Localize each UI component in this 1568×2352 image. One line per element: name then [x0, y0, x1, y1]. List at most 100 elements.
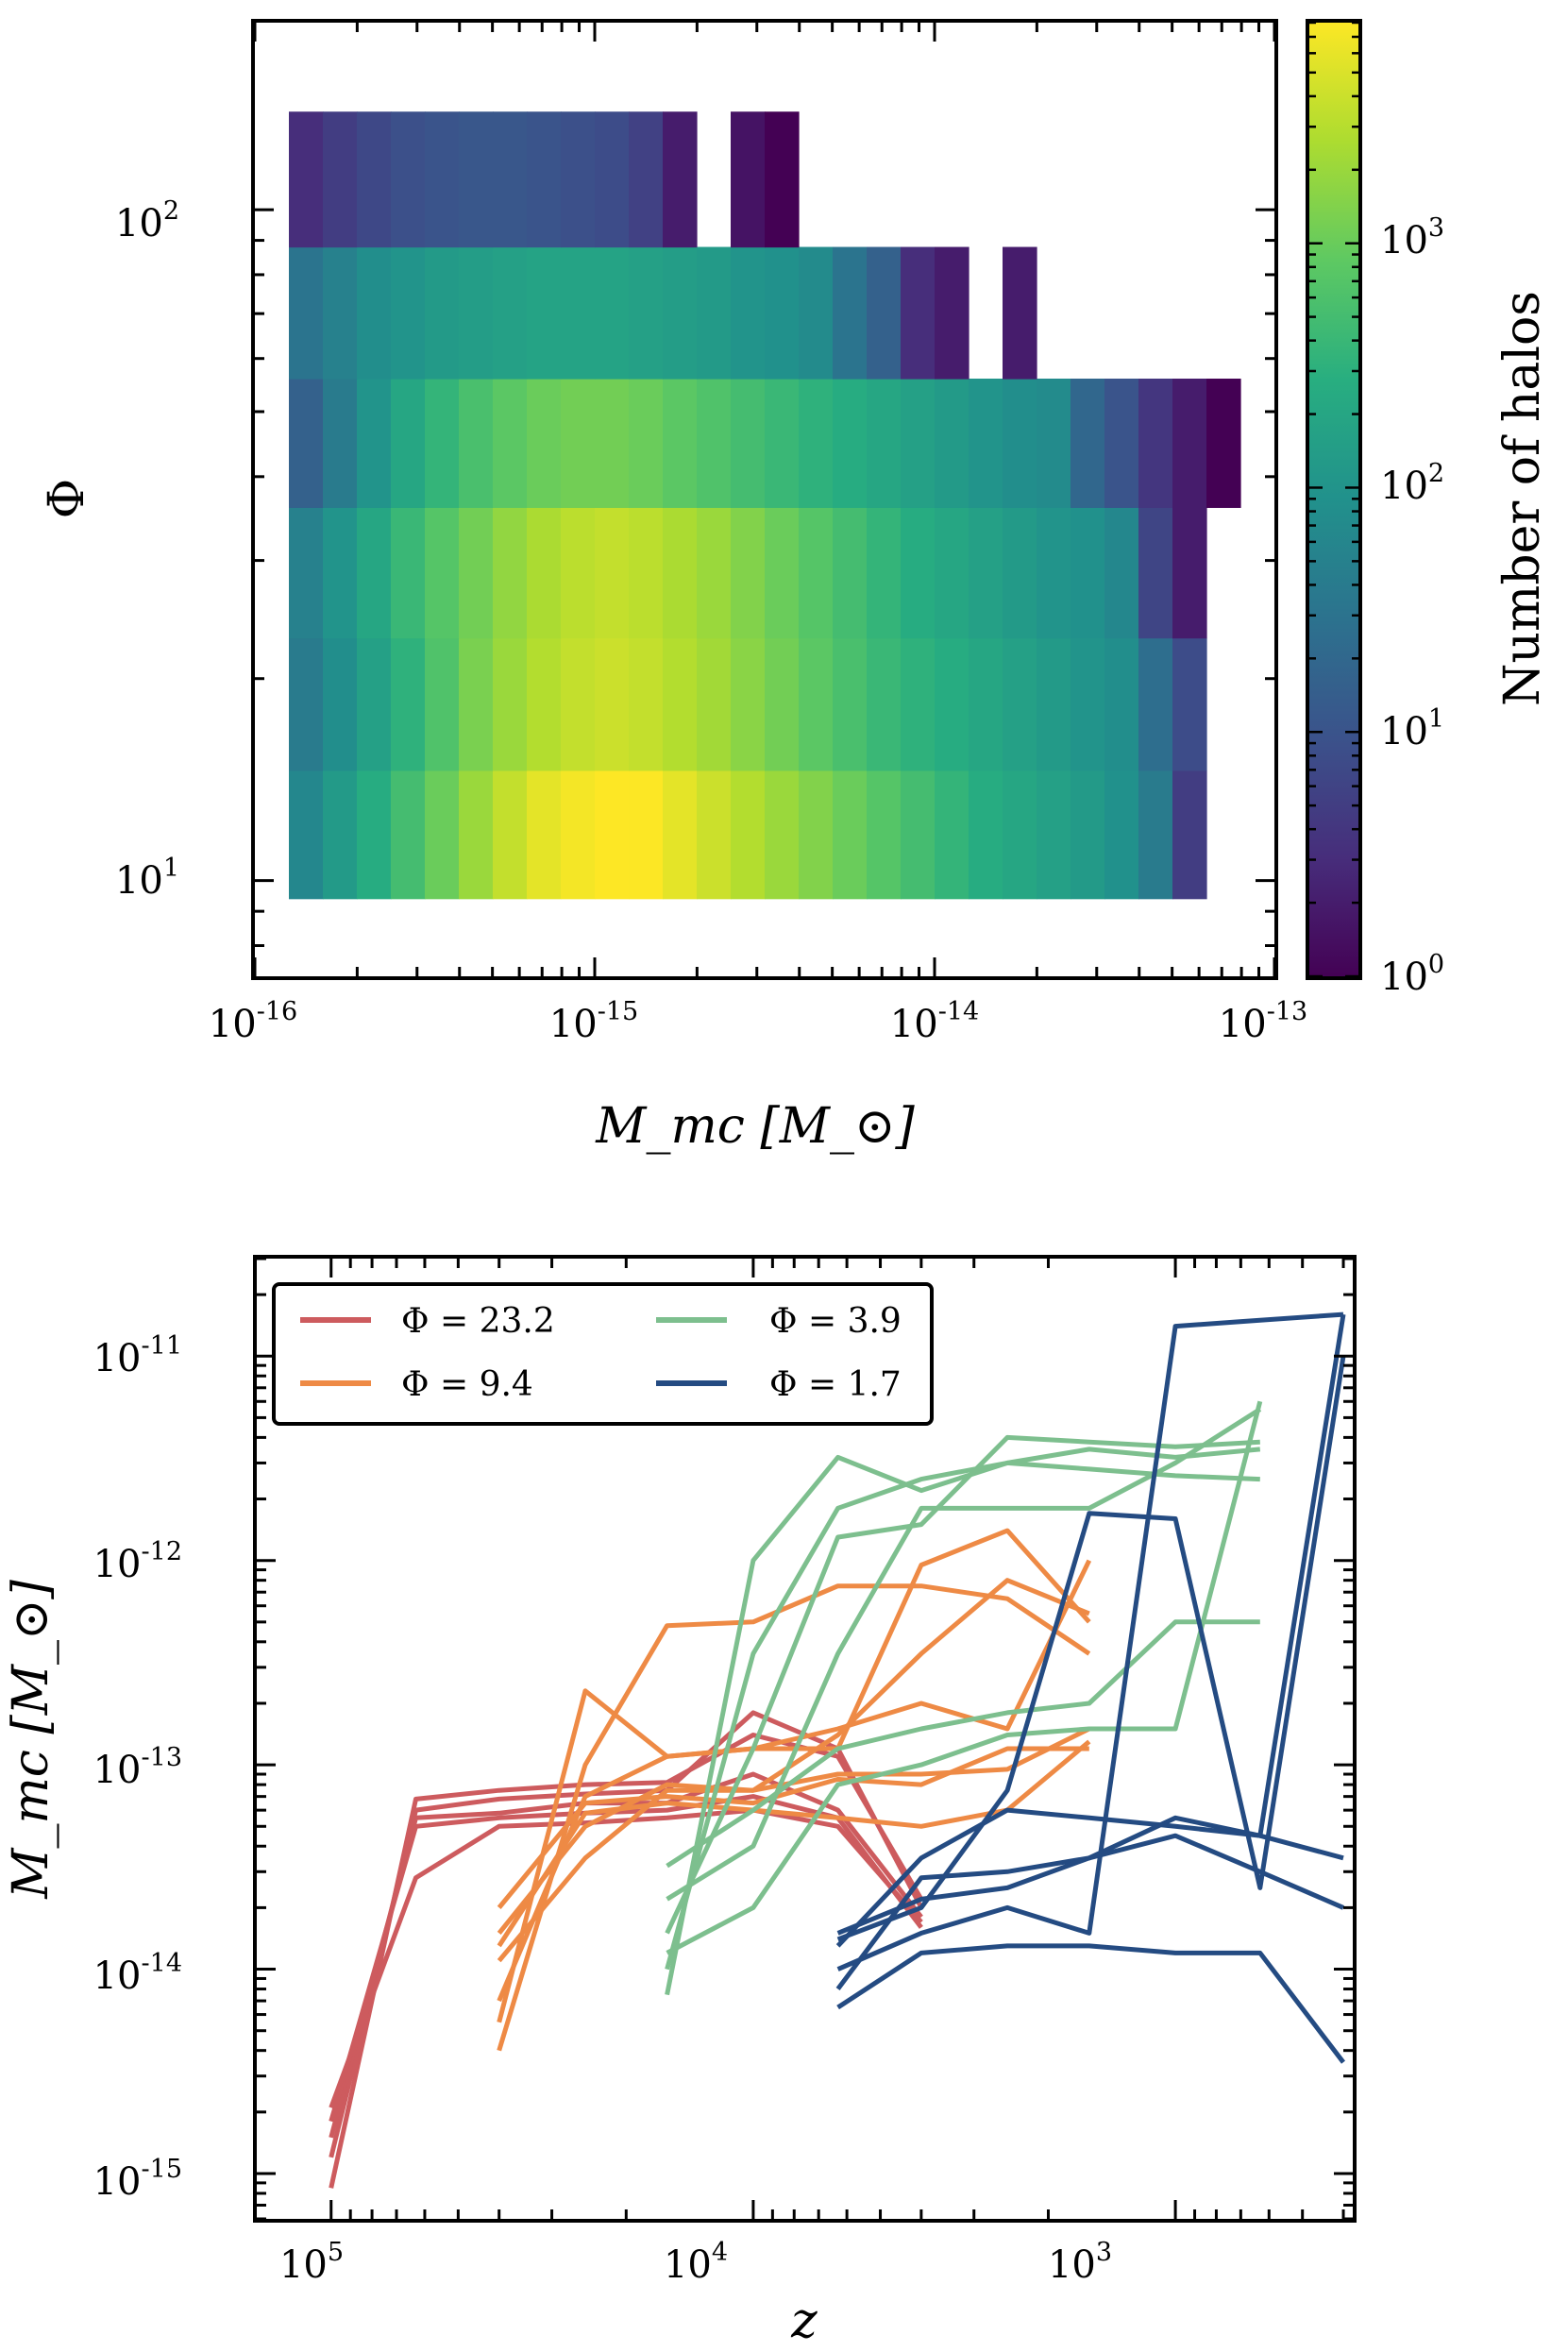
- heatmap-cell: [1037, 637, 1071, 771]
- series-line: [665, 1434, 1260, 1935]
- series-line: [497, 1578, 1090, 1963]
- heatmap-cell: [289, 246, 324, 380]
- heatmap-cell: [595, 246, 630, 380]
- heatmap-cell: [935, 770, 969, 900]
- heatmap-cell: [969, 507, 1003, 639]
- heatmap-cell: [765, 637, 800, 771]
- heatmap-cell: [901, 770, 936, 900]
- heatmap-cell: [765, 379, 800, 508]
- heatmap-cell: [1138, 379, 1173, 508]
- heatmap-cell: [799, 246, 834, 380]
- line-ticks: [257, 1257, 1353, 2221]
- heatmap-cell: [561, 111, 596, 248]
- heatmap-cell: [1138, 507, 1173, 639]
- heatmap-cell: [425, 507, 460, 639]
- heatmap-cell: [697, 379, 732, 508]
- legend-item-phi-3-9: Φ = 3.9: [656, 1302, 902, 1341]
- colorbar-tick-label-3: 102: [1380, 459, 1444, 508]
- heatmap-cell: [1037, 379, 1071, 508]
- line-ytick-label-2: 10-12: [93, 1537, 182, 1586]
- line-xtick-label-1: 105: [279, 2238, 344, 2287]
- heatmap-cell: [595, 637, 630, 771]
- heatmap-cell: [731, 111, 766, 248]
- heatmap-cell: [901, 507, 936, 639]
- heatmap-cell: [1003, 637, 1037, 771]
- heatmap-cell: [799, 637, 834, 771]
- series-line: [329, 1807, 923, 2109]
- heatmap-cell: [969, 379, 1003, 508]
- colorbar-tick-label-1: 100: [1380, 950, 1444, 999]
- heatmap-cell: [391, 507, 426, 639]
- heatmap-cell: [1104, 770, 1139, 900]
- heatmap-cell: [867, 246, 902, 380]
- heatmap-cell: [663, 246, 698, 380]
- heatmap-cells: [289, 111, 1241, 900]
- heatmap-cell: [289, 111, 324, 248]
- heatmap-cell: [731, 379, 766, 508]
- heatmap-cell: [935, 637, 969, 771]
- line-xlabel: z: [790, 2293, 818, 2349]
- heatmap-cell: [561, 379, 596, 508]
- heatmap-cell: [765, 111, 800, 248]
- heatmap-frame: [251, 19, 1278, 980]
- heatmap-cell: [527, 379, 562, 508]
- line-xtick-label-2: 104: [664, 2238, 728, 2287]
- heatmap-cell: [459, 111, 494, 248]
- heatmap-cell: [833, 770, 868, 900]
- heatmap-cell: [1071, 770, 1105, 900]
- heatmap-cell: [425, 111, 460, 248]
- legend-item-phi-23-2: Φ = 23.2: [300, 1302, 555, 1341]
- heatmap-cell: [459, 637, 494, 771]
- colorbar-tick-label-2: 101: [1380, 704, 1444, 753]
- heatmap-cell: [935, 507, 969, 639]
- heatmap-cell: [935, 379, 969, 508]
- heatmap-cell: [663, 111, 698, 248]
- heatmap-cell: [1037, 507, 1071, 639]
- heatmap-cell: [663, 507, 698, 639]
- heatmap-cell: [663, 379, 698, 508]
- heatmap-cell: [1071, 507, 1105, 639]
- heatmap-cell: [867, 637, 902, 771]
- heatmap-cell: [391, 111, 426, 248]
- series-line: [497, 1559, 1092, 2023]
- heatmap-xtick-label-1: 10-16: [209, 997, 297, 1046]
- heatmap-cell: [561, 637, 596, 771]
- line-ytick-label-4: 10-14: [93, 1949, 182, 1998]
- heatmap-cell: [323, 770, 358, 900]
- heatmap-panel: 101 102 10-16 10-15 10-14 10-13 M_mc [M_…: [39, 19, 1551, 1155]
- heatmap-cell: [323, 111, 358, 248]
- heatmap-cell: [357, 507, 392, 639]
- heatmap-cell: [1071, 379, 1105, 508]
- series-line: [666, 1619, 1260, 1869]
- heatmap-cell: [493, 637, 528, 771]
- heatmap-cell: [697, 246, 732, 380]
- series-2: [497, 1528, 1092, 2052]
- heatmap-cell: [731, 507, 766, 639]
- series-line: [329, 1771, 923, 2139]
- heatmap-cell: [935, 246, 969, 380]
- heatmap-cell: [527, 637, 562, 771]
- heatmap-cell: [357, 637, 392, 771]
- heatmap-cell: [323, 507, 358, 639]
- heatmap-cell: [799, 507, 834, 639]
- heatmap-xtick-label-4: 10-13: [1219, 997, 1307, 1046]
- heatmap-cell: [493, 111, 528, 248]
- colorbar: [1306, 19, 1362, 980]
- series-line: [836, 1833, 1344, 1936]
- series-line: [329, 1794, 923, 2123]
- heatmap-cell: [765, 507, 800, 639]
- heatmap-xtick-label-3: 10-14: [890, 997, 979, 1046]
- heatmap-cell: [901, 379, 936, 508]
- heatmap-cell: [425, 637, 460, 771]
- series-line: [497, 1739, 1091, 1948]
- heatmap-ylabel: Φ: [39, 479, 95, 519]
- line-ytick-label-3: 10-13: [93, 1743, 182, 1792]
- heatmap-cell: [799, 379, 834, 508]
- heatmap-cell: [867, 379, 902, 508]
- colorbar-ticks: [1309, 21, 1358, 978]
- heatmap-cell: [697, 507, 732, 639]
- heatmap-cell: [1138, 637, 1173, 771]
- heatmap-cell: [357, 246, 392, 380]
- heatmap-cell: [459, 246, 494, 380]
